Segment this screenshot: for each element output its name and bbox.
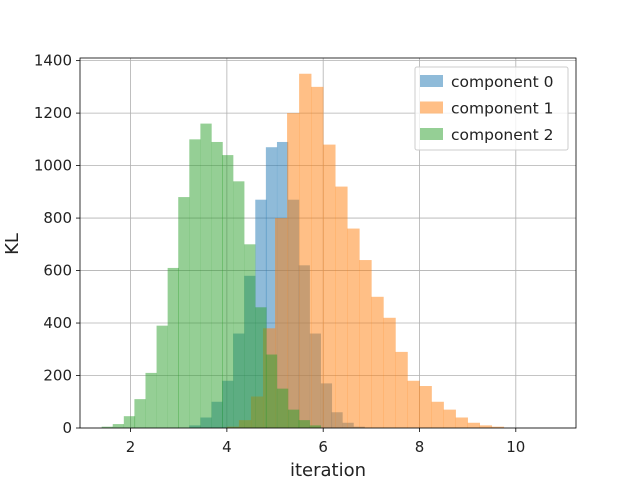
bar-component-2 <box>167 267 179 428</box>
bar-component-2 <box>298 420 310 428</box>
y-tick-label: 800 <box>43 209 72 227</box>
y-tick-label: 1000 <box>34 157 72 175</box>
y-tick-label: 600 <box>43 262 72 280</box>
bar-component-1 <box>419 386 432 428</box>
bar-component-2 <box>276 388 289 428</box>
bar-component-1 <box>347 228 360 428</box>
legend-swatch <box>420 128 443 140</box>
bar-component-1 <box>407 380 420 428</box>
bar-component-1 <box>299 73 312 428</box>
bar-component-2 <box>288 409 300 428</box>
bar-component-1 <box>371 296 384 428</box>
y-axis-label: KL <box>2 233 23 255</box>
x-tick-label: 8 <box>415 438 425 456</box>
y-tick-label: 1200 <box>34 104 72 122</box>
legend-label: component 1 <box>451 100 553 118</box>
y-axis-ticks: 0 200 400 600 800 1000 1200 1400 <box>34 52 80 437</box>
bar-component-2 <box>233 181 245 428</box>
y-tick-label: 400 <box>43 314 72 332</box>
y-tick-label: 0 <box>62 419 72 437</box>
bar-component-1 <box>479 425 493 428</box>
plot-frame <box>79 57 577 429</box>
bar-component-1 <box>335 186 348 428</box>
bar-component-2 <box>189 139 201 428</box>
bar-component-2 <box>255 307 267 428</box>
bar-component-1 <box>359 260 372 428</box>
bar-component-2 <box>134 399 146 428</box>
bar-component-2 <box>265 354 278 428</box>
legend-label: component 0 <box>451 73 553 91</box>
y-tick-label: 200 <box>43 367 72 385</box>
histogram-bars <box>101 73 505 429</box>
legend-swatch <box>420 101 443 114</box>
bar-component-2 <box>211 141 223 429</box>
bar-component-2 <box>244 244 256 428</box>
axes-box <box>79 57 577 429</box>
x-axis-label: iteration <box>290 460 366 480</box>
bar-component-1 <box>311 86 324 429</box>
bar-component-2 <box>222 155 234 428</box>
bar-component-0 <box>265 147 278 429</box>
bar-component-1 <box>431 401 444 428</box>
bar-component-1 <box>491 426 505 428</box>
bar-component-1 <box>383 317 396 428</box>
bar-component-2 <box>123 416 136 428</box>
bar-component-2 <box>309 425 321 428</box>
x-axis-ticks: 2 4 6 8 10 <box>126 428 525 456</box>
legend-label: component 2 <box>451 126 553 144</box>
bar-component-1 <box>467 422 480 428</box>
bar-component-2 <box>101 426 113 428</box>
bar-component-1 <box>275 218 288 428</box>
bar-component-2 <box>200 123 212 428</box>
legend-swatch <box>420 75 443 87</box>
x-tick-label: 6 <box>318 438 328 456</box>
x-tick-label: 4 <box>222 438 232 456</box>
bar-component-1 <box>323 144 336 428</box>
bar-component-1 <box>395 351 408 428</box>
bar-component-2 <box>178 197 190 428</box>
bar-component-1 <box>287 113 300 428</box>
bar-component-2 <box>145 372 157 428</box>
x-tick-label: 2 <box>126 438 136 456</box>
legend: component 0 component 1 component 2 <box>414 66 569 151</box>
x-tick-label: 10 <box>506 438 525 456</box>
bar-component-1 <box>455 417 468 428</box>
legend-box <box>414 66 569 151</box>
bar-component-1 <box>443 409 456 428</box>
bar-component-2 <box>112 424 125 428</box>
y-tick-label: 1400 <box>34 52 72 70</box>
bar-component-2 <box>156 325 168 428</box>
